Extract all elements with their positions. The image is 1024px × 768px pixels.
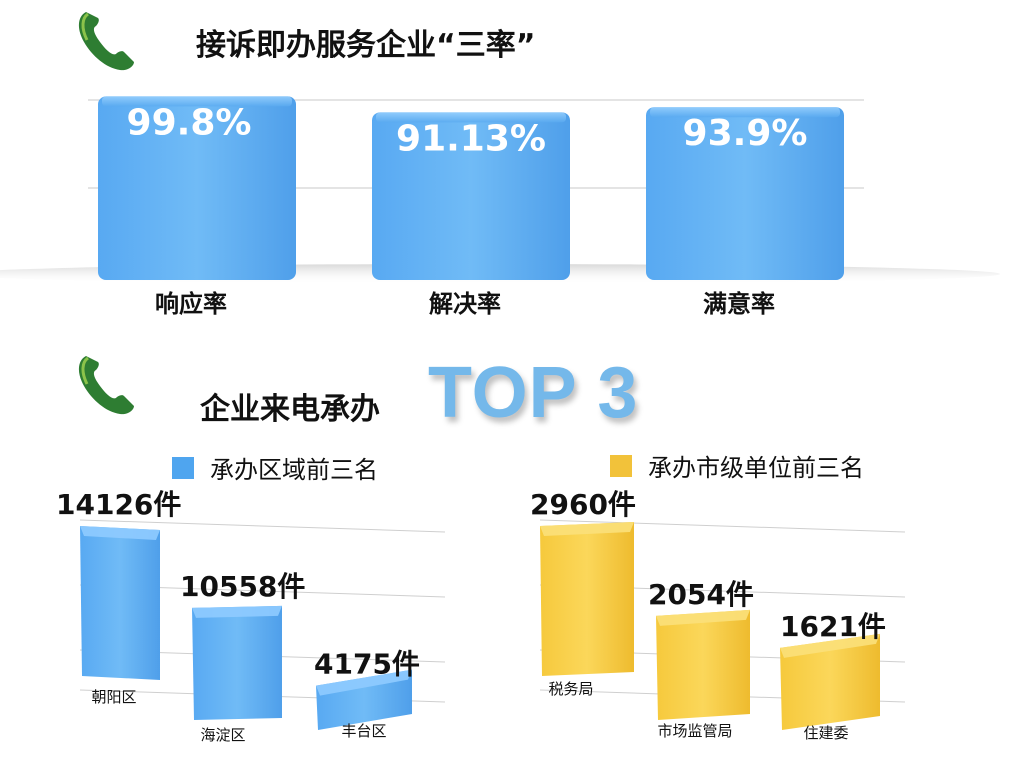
category-label-2: 住建委 [803, 724, 848, 742]
legend-swatch-blue [172, 456, 194, 479]
category-label-0: 响应率 [155, 290, 227, 318]
bar-1 [656, 609, 750, 720]
bar-top-0 [102, 96, 292, 107]
bar-top-2 [780, 633, 880, 658]
bar-0 [540, 522, 634, 676]
legend-district: 承办区域前三名 [172, 450, 378, 485]
data-label-0: 2960件 [530, 488, 636, 521]
chart-three-rates: 99.8% 响应率 91.13% 解决率 93.9% 满意率 [0, 96, 1000, 318]
bar-1 [192, 605, 282, 720]
data-label-0: 99.8% [127, 102, 252, 143]
category-label-1: 海淀区 [200, 726, 245, 744]
data-label-1: 2054件 [648, 578, 754, 611]
bar-top-1 [376, 112, 566, 123]
phone-handset-icon [78, 12, 134, 71]
bar-top-2 [650, 107, 840, 118]
data-label-2: 4175件 [314, 648, 420, 681]
category-label-2: 满意率 [703, 290, 775, 318]
bar-1 [372, 112, 570, 280]
bar-top-1 [656, 609, 750, 626]
section2-title: 企业来电承办 [200, 392, 380, 427]
bar-2 [646, 107, 844, 280]
data-label-2: 93.9% [683, 113, 808, 154]
category-label-2: 丰台区 [341, 722, 386, 740]
category-label-0: 朝阳区 [91, 688, 136, 706]
top3-highlight: TOP 3 [428, 353, 639, 433]
bar-top-1 [192, 605, 282, 618]
legend-label-district: 承办区域前三名 [210, 456, 378, 484]
legend-swatch-yellow [610, 454, 632, 477]
section1-title: 接诉即办服务企业“三率” [196, 28, 536, 63]
data-label-2: 1621件 [780, 610, 886, 643]
legend-label-agency: 承办市级单位前三名 [648, 454, 864, 482]
data-label-1: 91.13% [396, 118, 546, 159]
bar-0 [98, 96, 296, 280]
category-label-1: 解决率 [429, 290, 501, 318]
bar-top-0 [540, 522, 634, 536]
data-label-0: 14126件 [56, 488, 181, 521]
gridline [79, 519, 446, 533]
category-label-1: 市场监管局 [657, 722, 732, 740]
gridline [539, 519, 906, 533]
legend-agency: 承办市级单位前三名 [610, 448, 864, 483]
data-label-1: 10558件 [180, 570, 305, 603]
category-label-0: 税务局 [548, 680, 593, 698]
bar-top-0 [80, 526, 160, 540]
bar-0 [80, 526, 160, 680]
bar-top-2 [316, 669, 412, 696]
bar-2 [780, 633, 880, 730]
phone-handset-icon [78, 356, 134, 415]
